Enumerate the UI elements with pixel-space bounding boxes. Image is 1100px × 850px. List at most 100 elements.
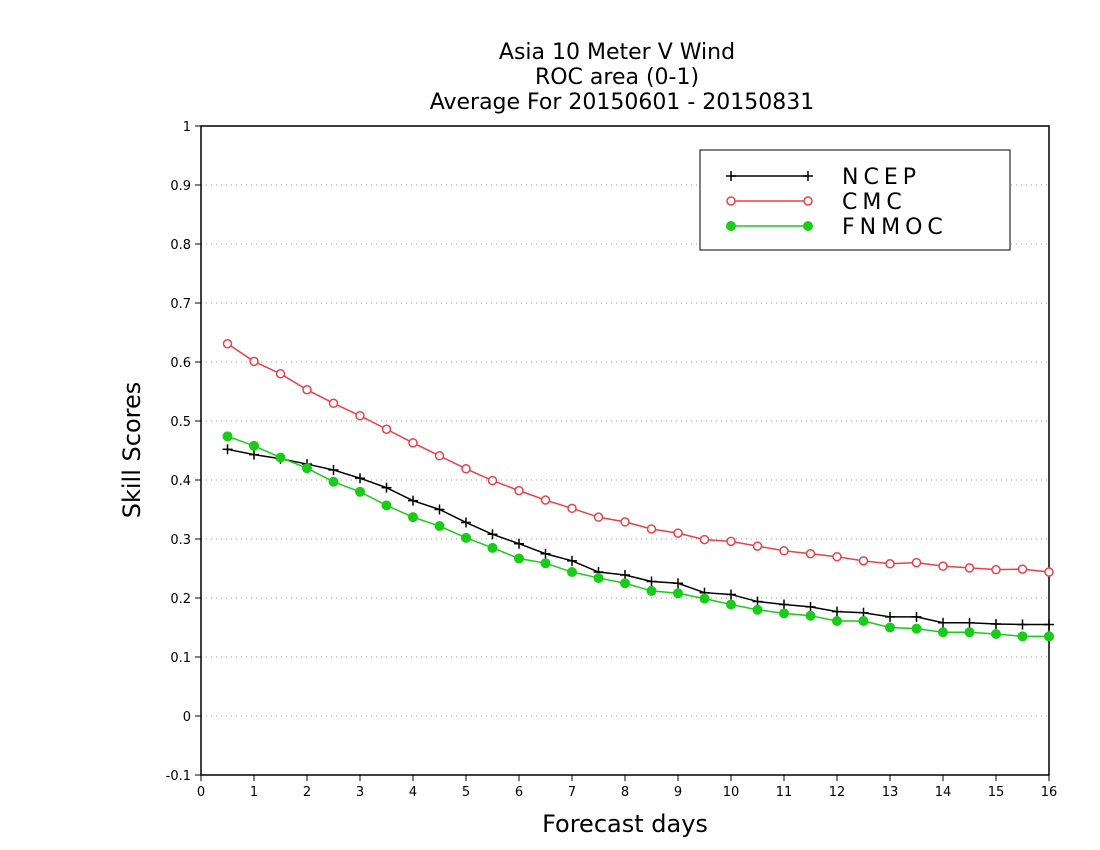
fnmoc-point [1044, 631, 1054, 642]
ncep-point [911, 611, 922, 622]
y-tick-label: 0.9 [170, 179, 191, 194]
y-tick-label: 0.6 [170, 356, 191, 371]
fnmoc-point [275, 452, 286, 463]
series-fnmoc [222, 431, 1054, 642]
fnmoc-point [752, 604, 763, 615]
y-tick-label: 1 [183, 120, 191, 135]
ncep-point [434, 504, 445, 515]
y-tick-label: 0.4 [170, 474, 191, 489]
ncep-point [673, 578, 683, 589]
y-tick-label: 0.8 [170, 238, 191, 253]
x-tick-label: 16 [1041, 785, 1058, 800]
x-tick-label: 1 [250, 785, 258, 800]
fnmoc-point [514, 553, 524, 564]
ncep-point [222, 444, 233, 455]
cmc-point [1044, 567, 1054, 577]
cmc-point [222, 338, 233, 349]
chart-title-line-2: ROC area (0-1) [535, 65, 699, 90]
ncep-point [487, 529, 498, 540]
x-tick-label: 9 [674, 785, 682, 800]
cmc-point [964, 563, 975, 573]
x-tick-label: 7 [568, 785, 576, 800]
ncep-point [567, 555, 577, 566]
cmc-point [938, 561, 948, 571]
ncep-point [381, 482, 392, 493]
y-tick-label: 0.5 [170, 415, 191, 430]
cmc-point [355, 410, 365, 421]
cmc-point [858, 556, 869, 566]
legend-label-ncep: NCEP [842, 165, 921, 190]
x-tick-label: 0 [197, 785, 205, 800]
fnmoc-point [434, 521, 445, 532]
chart-title-line-1: Asia 10 Meter V Wind [499, 40, 735, 65]
x-tick-label: 10 [723, 785, 740, 800]
fnmoc-point [567, 567, 577, 578]
cmc-point [699, 534, 710, 545]
fnmoc-point [593, 572, 604, 583]
cmc-point [540, 495, 551, 505]
fnmoc-point [328, 476, 339, 487]
cmc-point [328, 398, 339, 409]
ncep-point [991, 618, 1001, 629]
fnmoc-point [779, 608, 789, 619]
ncep-point [646, 576, 657, 587]
ncep-point [540, 548, 551, 559]
legend-marker [803, 171, 813, 181]
fnmoc-point [620, 578, 630, 589]
legend-label-cmc: CMC [842, 190, 907, 215]
cmc-point [381, 424, 392, 435]
legend-marker [726, 171, 736, 181]
legend-item-cmc: CMC [726, 190, 907, 215]
x-tick-label: 2 [303, 785, 311, 800]
fnmoc-point [487, 542, 498, 553]
y-tick-label: -0.1 [166, 769, 191, 784]
legend-marker [803, 221, 813, 231]
ncep-point [328, 464, 339, 475]
y-tick-label: 0.3 [170, 533, 191, 548]
legend-box [699, 149, 1011, 251]
fnmoc-point [885, 622, 895, 633]
cmc-point [593, 512, 604, 522]
fnmoc-point [408, 512, 418, 523]
ncep-point [779, 599, 789, 610]
fnmoc-point [964, 627, 975, 638]
cmc-point [620, 517, 630, 527]
cmc-point [646, 524, 657, 534]
ncep-point [461, 517, 471, 528]
x-tick-label: 3 [356, 785, 364, 800]
fnmoc-point [911, 623, 922, 634]
ncep-point [964, 617, 975, 628]
fnmoc-point [1017, 631, 1028, 642]
x-tick-label: 12 [829, 785, 846, 800]
ncep-point [832, 606, 842, 617]
legend-label-fnmoc: FNMOC [842, 215, 948, 240]
fnmoc-point [673, 588, 683, 599]
cmc-point [911, 557, 922, 568]
fnmoc-point [302, 463, 312, 474]
cmc-point [752, 541, 763, 551]
fnmoc-point [858, 616, 869, 627]
cmc-point [567, 503, 577, 514]
ncep-point [805, 601, 816, 612]
ncep-point [249, 449, 259, 460]
ncep-point [938, 617, 948, 628]
x-tick-label: 8 [621, 785, 629, 800]
legend-marker [726, 221, 736, 231]
ncep-point [885, 611, 895, 622]
cmc-point [991, 564, 1001, 575]
series-layer [222, 338, 1054, 642]
fnmoc-point [699, 593, 710, 604]
series-ncep [222, 444, 1054, 630]
x-tick-label: 4 [409, 785, 417, 800]
fnmoc-point [805, 610, 816, 621]
cmc-point [302, 384, 312, 395]
legend-marker [726, 196, 736, 206]
series-cmc [222, 338, 1054, 577]
ncep-point [726, 589, 736, 600]
fnmoc-point [832, 616, 842, 627]
ncep-point [1017, 619, 1028, 630]
y-axis-label: Skill Scores [118, 382, 146, 519]
ncep-point [355, 473, 365, 484]
fnmoc-point [938, 627, 948, 638]
